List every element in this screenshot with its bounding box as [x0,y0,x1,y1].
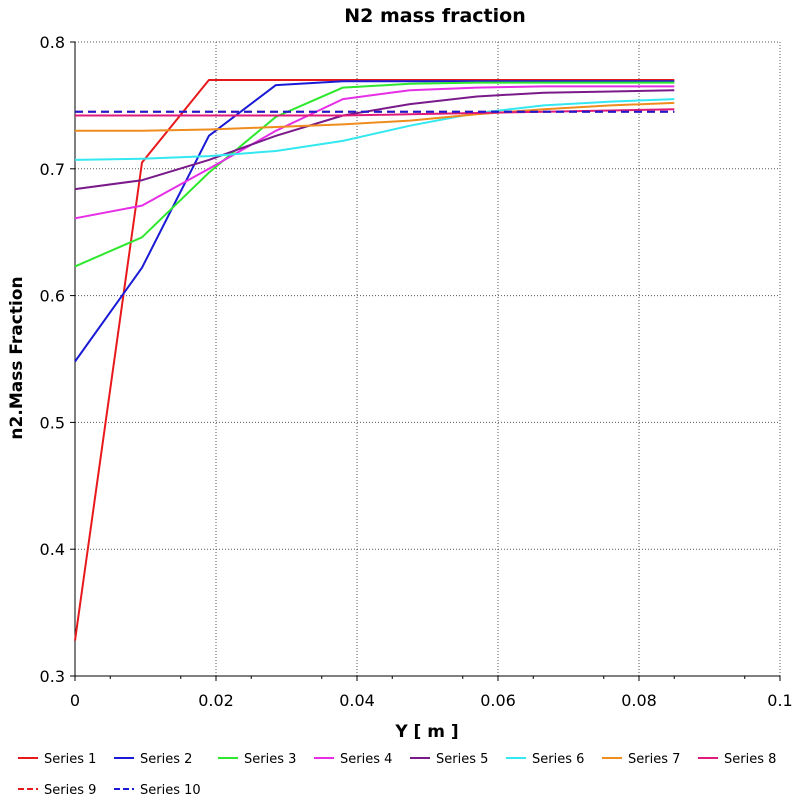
x-tick-label: 0.04 [339,691,375,710]
chart-title: N2 mass fraction [344,5,525,27]
series-line-5 [74,89,675,191]
legend-label-3: Series 3 [244,752,296,767]
y-tick-label: 0.4 [40,540,65,559]
series-line-2 [74,80,675,363]
y-tick-label: 0.6 [40,287,65,306]
y-axis-label: n2.Mass Fraction [7,276,27,439]
series-line-1 [74,79,675,641]
legend-label-5: Series 5 [436,752,488,767]
y-tick-label: 0.5 [40,413,65,432]
axes [74,42,780,677]
y-tick-label: 0.8 [40,33,65,52]
legend-label-10: Series 10 [140,783,201,798]
legend-label-2: Series 2 [140,752,192,767]
series-line-4 [74,85,675,220]
series-line-8 [75,108,675,117]
series-line-7 [75,101,675,132]
legend-label-6: Series 6 [532,752,584,767]
y-tick-label: 0.7 [40,160,65,179]
legend-label-7: Series 7 [628,752,680,767]
x-axis-label: Y [ m ] [394,722,458,742]
grid-lines [75,41,781,676]
x-tick-label: 0 [70,691,80,710]
legend-label-4: Series 4 [340,752,392,767]
legend-label-9: Series 9 [44,783,96,798]
legend: Series 1 Series 2 Series 3 Series 4 Series 5… [18,752,776,798]
x-tick-label: 0.02 [198,691,234,710]
y-tick-label: 0.3 [40,667,65,686]
x-ticks: 0 0.02 0.04 0.06 0.08 0.1 [70,676,793,710]
legend-label-1: Series 1 [44,752,96,767]
y-ticks: 0.3 0.4 0.5 0.6 0.7 0.8 [40,33,75,686]
series-line-6 [74,98,675,161]
legend-label-8: Series 8 [724,752,776,767]
series-line-3 [74,81,675,268]
x-tick-label: 0.1 [767,691,792,710]
x-tick-label: 0.06 [480,691,516,710]
x-tick-label: 0.08 [621,691,657,710]
series-lines [74,79,675,641]
